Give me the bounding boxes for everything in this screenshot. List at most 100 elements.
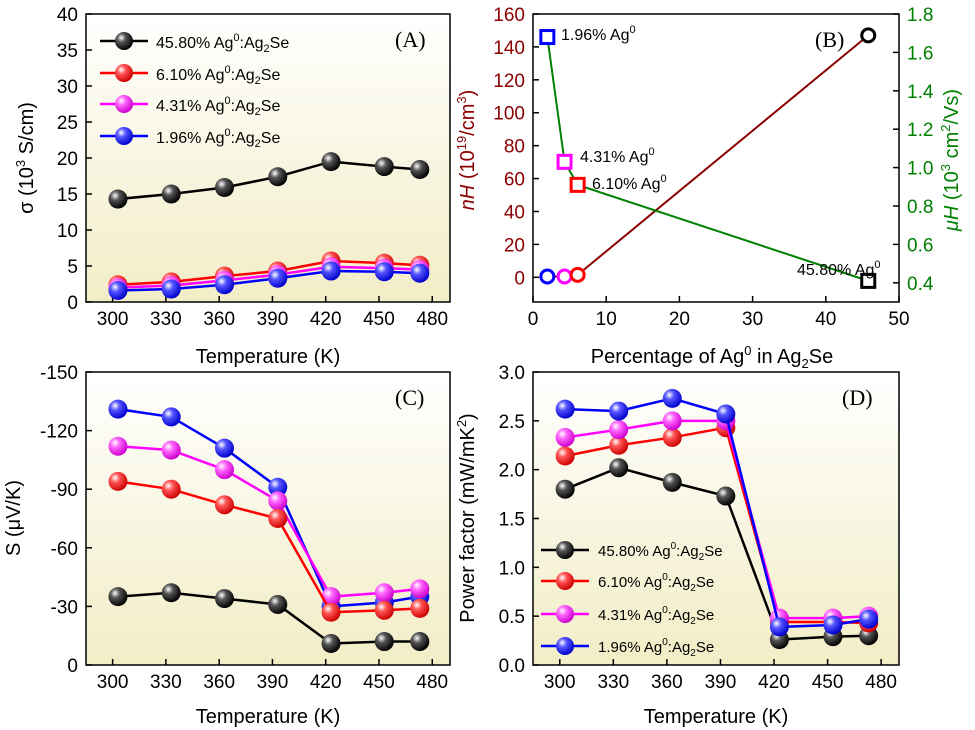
panel-b-label: (B) [815, 27, 844, 52]
y-tick-label: 40 [57, 5, 78, 26]
x-tick-label: 390 [257, 672, 289, 693]
panel-d: (D) 300 330 360 390 420 450 480 0.0 0.5 1.0 1.5 2.… [454, 363, 900, 728]
panel-a-legend: 45.80% Ag0:Ag2Se 6.10% Ag0:Ag2Se 4.31% A… [100, 32, 289, 150]
annotation-45-80: 45.80% Ag0 [797, 259, 881, 279]
y-tick-label: 3.0 [499, 363, 525, 384]
data-point [410, 632, 430, 652]
y-tick-label: -60 [51, 539, 78, 560]
y-tick-label: 0 [67, 656, 78, 677]
data-point [268, 594, 288, 614]
data-point [374, 583, 394, 603]
data-point [410, 160, 430, 180]
data-point [321, 152, 341, 172]
legend-item-1-96: 1.96% Ag0:Ag2Se [541, 637, 714, 659]
x-tick-label: 390 [705, 672, 737, 693]
x-tick-label: 480 [416, 309, 448, 330]
nH-point [860, 27, 877, 44]
x-tick-label: 360 [651, 672, 683, 693]
panel-c-y-axis-label: S (μV/K) [3, 480, 25, 556]
x-tick-label: 330 [597, 672, 629, 693]
data-point [662, 427, 682, 447]
y-tick-label: 5 [67, 257, 78, 278]
panel-d-plot-area [532, 371, 900, 666]
nH-point [539, 268, 556, 285]
panel-b-series [539, 27, 877, 289]
y-tick-label: 80 [504, 137, 525, 158]
svg-text:6.10% Ag0:Ag2Se: 6.10% Ag0:Ag2Se [598, 572, 714, 594]
data-point [268, 167, 288, 187]
data-point [374, 262, 394, 282]
panel-d-legend: 45.80% Ag0:Ag2Se 6.10% Ag0:Ag2Se 4.31% A… [541, 541, 723, 659]
data-point [609, 458, 629, 478]
muH-point [860, 272, 877, 289]
x-tick-label: 420 [310, 672, 342, 693]
data-point [609, 420, 629, 440]
panel-a-plot-area [85, 13, 451, 303]
legend-item-4-31: 4.31% Ag0:Ag2Se [100, 95, 280, 118]
legend-item-6-10: 6.10% Ag0:Ag2Se [541, 572, 714, 594]
x-tick-label: 40 [815, 309, 836, 330]
y-tick-label: 15 [57, 185, 78, 206]
data-point [161, 583, 181, 603]
svg-text:4.31% Ag0:Ag2Se: 4.31% Ag0:Ag2Se [156, 95, 280, 118]
x-tick-label: 300 [97, 672, 129, 693]
y-tick-label: 60 [504, 170, 525, 191]
data-point [662, 472, 682, 492]
y-tick-label: 40 [504, 202, 525, 223]
panel-b-plot-area [532, 13, 900, 303]
x-tick-label: 360 [203, 309, 235, 330]
data-point [161, 184, 181, 204]
data-point [321, 261, 341, 281]
data-point [268, 491, 288, 511]
nH-point [569, 266, 586, 283]
x-tick-label: 330 [150, 672, 182, 693]
panel-d-label: (D) [842, 385, 873, 410]
legend-item-6-10: 6.10% Ag0:Ag2Se [100, 64, 280, 87]
svg-text:45.80% Ag0:Ag2Se: 45.80% Ag0:Ag2Se [156, 32, 289, 55]
data-point [374, 157, 394, 177]
svg-text:4.31% Ag0:Ag2Se: 4.31% Ag0:Ag2Se [598, 605, 714, 627]
panel-b-x-axis-label: Percentage of Ag0 in Ag2Se [591, 343, 833, 371]
panel-a-x-axis-label: Temperature (K) [196, 346, 341, 368]
panel-c-x-axis-label: Temperature (K) [196, 706, 341, 728]
panel-c-label: (C) [395, 385, 424, 410]
y-tick-label: 0.5 [499, 607, 525, 628]
legend-item-1-96: 1.96% Ag0:Ag2Se [100, 127, 280, 150]
panel-a-y-axis-label: σ (103 S/cm) [13, 102, 38, 214]
data-point [108, 471, 128, 491]
svg-text:45.80% Ag0:Ag2Se: 45.80% Ag0:Ag2Se [598, 541, 723, 563]
data-point [410, 598, 430, 618]
data-point [321, 602, 341, 622]
data-point [609, 435, 629, 455]
data-point [859, 609, 879, 629]
panel-b-left-y-ticks: 0 20 40 60 80 100 120 140 160 [493, 5, 539, 289]
panel-b-x-ticks: 0 10 20 30 40 50 [528, 296, 910, 330]
panel-b-right-y-ticks: 0.4 0.6 0.8 1.0 1.2 1.4 1.6 1.8 [893, 5, 934, 295]
annotation-6-10: 6.10% Ag0 [592, 173, 667, 193]
data-point [410, 579, 430, 599]
panel-d-y-axis-label: Power factor (mW/mK2) [454, 413, 479, 622]
data-point [555, 399, 575, 419]
panel-b-right-y-axis-label: μH (103 cm2/Vs) [938, 89, 963, 232]
data-point [609, 401, 629, 421]
data-point [321, 634, 341, 654]
data-point [214, 275, 234, 295]
x-tick-label: 480 [416, 672, 448, 693]
annotation-4-31: 4.31% Ag0 [580, 146, 655, 166]
legend-item-45-80: 45.80% Ag0:Ag2Se [541, 541, 723, 563]
legend-item-45-80: 45.80% Ag0:Ag2Se [100, 32, 289, 55]
y-tick-label: 0 [514, 268, 525, 289]
muH-line [546, 36, 869, 282]
x-tick-label: 420 [310, 309, 342, 330]
x-tick-label: 50 [888, 309, 909, 330]
x-tick-label: 420 [758, 672, 790, 693]
x-tick-label: 360 [203, 672, 235, 693]
data-point [555, 427, 575, 447]
data-point [214, 178, 234, 198]
x-tick-label: 300 [544, 672, 576, 693]
panel-c-x-ticks: 300 330 360 390 420 450 480 [97, 659, 448, 693]
muH-point [556, 153, 573, 170]
x-tick-label: 10 [596, 309, 617, 330]
y-tick-label: 20 [504, 235, 525, 256]
